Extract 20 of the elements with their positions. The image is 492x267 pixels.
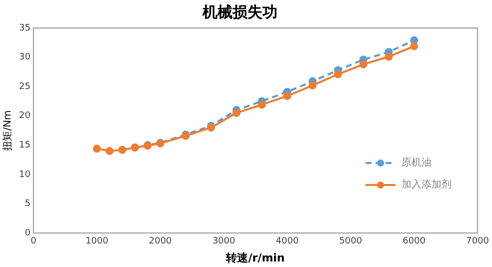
x-tick-label: 3000 — [212, 236, 236, 247]
y-tick-label: 25 — [19, 82, 30, 92]
y-tick-label: 15 — [19, 140, 30, 150]
y-tick-label: 20 — [19, 111, 31, 122]
x-tick-label: 2000 — [148, 236, 172, 247]
y-tick-label: 30 — [19, 52, 31, 63]
y-tick-label: 5 — [24, 199, 30, 210]
legend-label: 加入添加剂 — [402, 178, 452, 191]
x-axis-title: 转速/r/min — [225, 251, 285, 264]
legend-label: 原机油 — [402, 156, 432, 169]
y-tick-label: 35 — [19, 23, 30, 34]
x-tick-label: 1000 — [85, 236, 109, 247]
x-tick-label: 7000 — [466, 236, 490, 247]
y-tick-label: 0 — [24, 228, 31, 238]
x-tick-label: 4000 — [276, 236, 299, 247]
x-tick-label: 5000 — [339, 236, 362, 247]
x-tick-label: 6000 — [402, 236, 426, 247]
y-axis-title: 扭矩/Nm — [2, 110, 14, 151]
chart-title: 机械损失功 — [202, 2, 278, 21]
y-tick-label: 10 — [19, 170, 31, 180]
